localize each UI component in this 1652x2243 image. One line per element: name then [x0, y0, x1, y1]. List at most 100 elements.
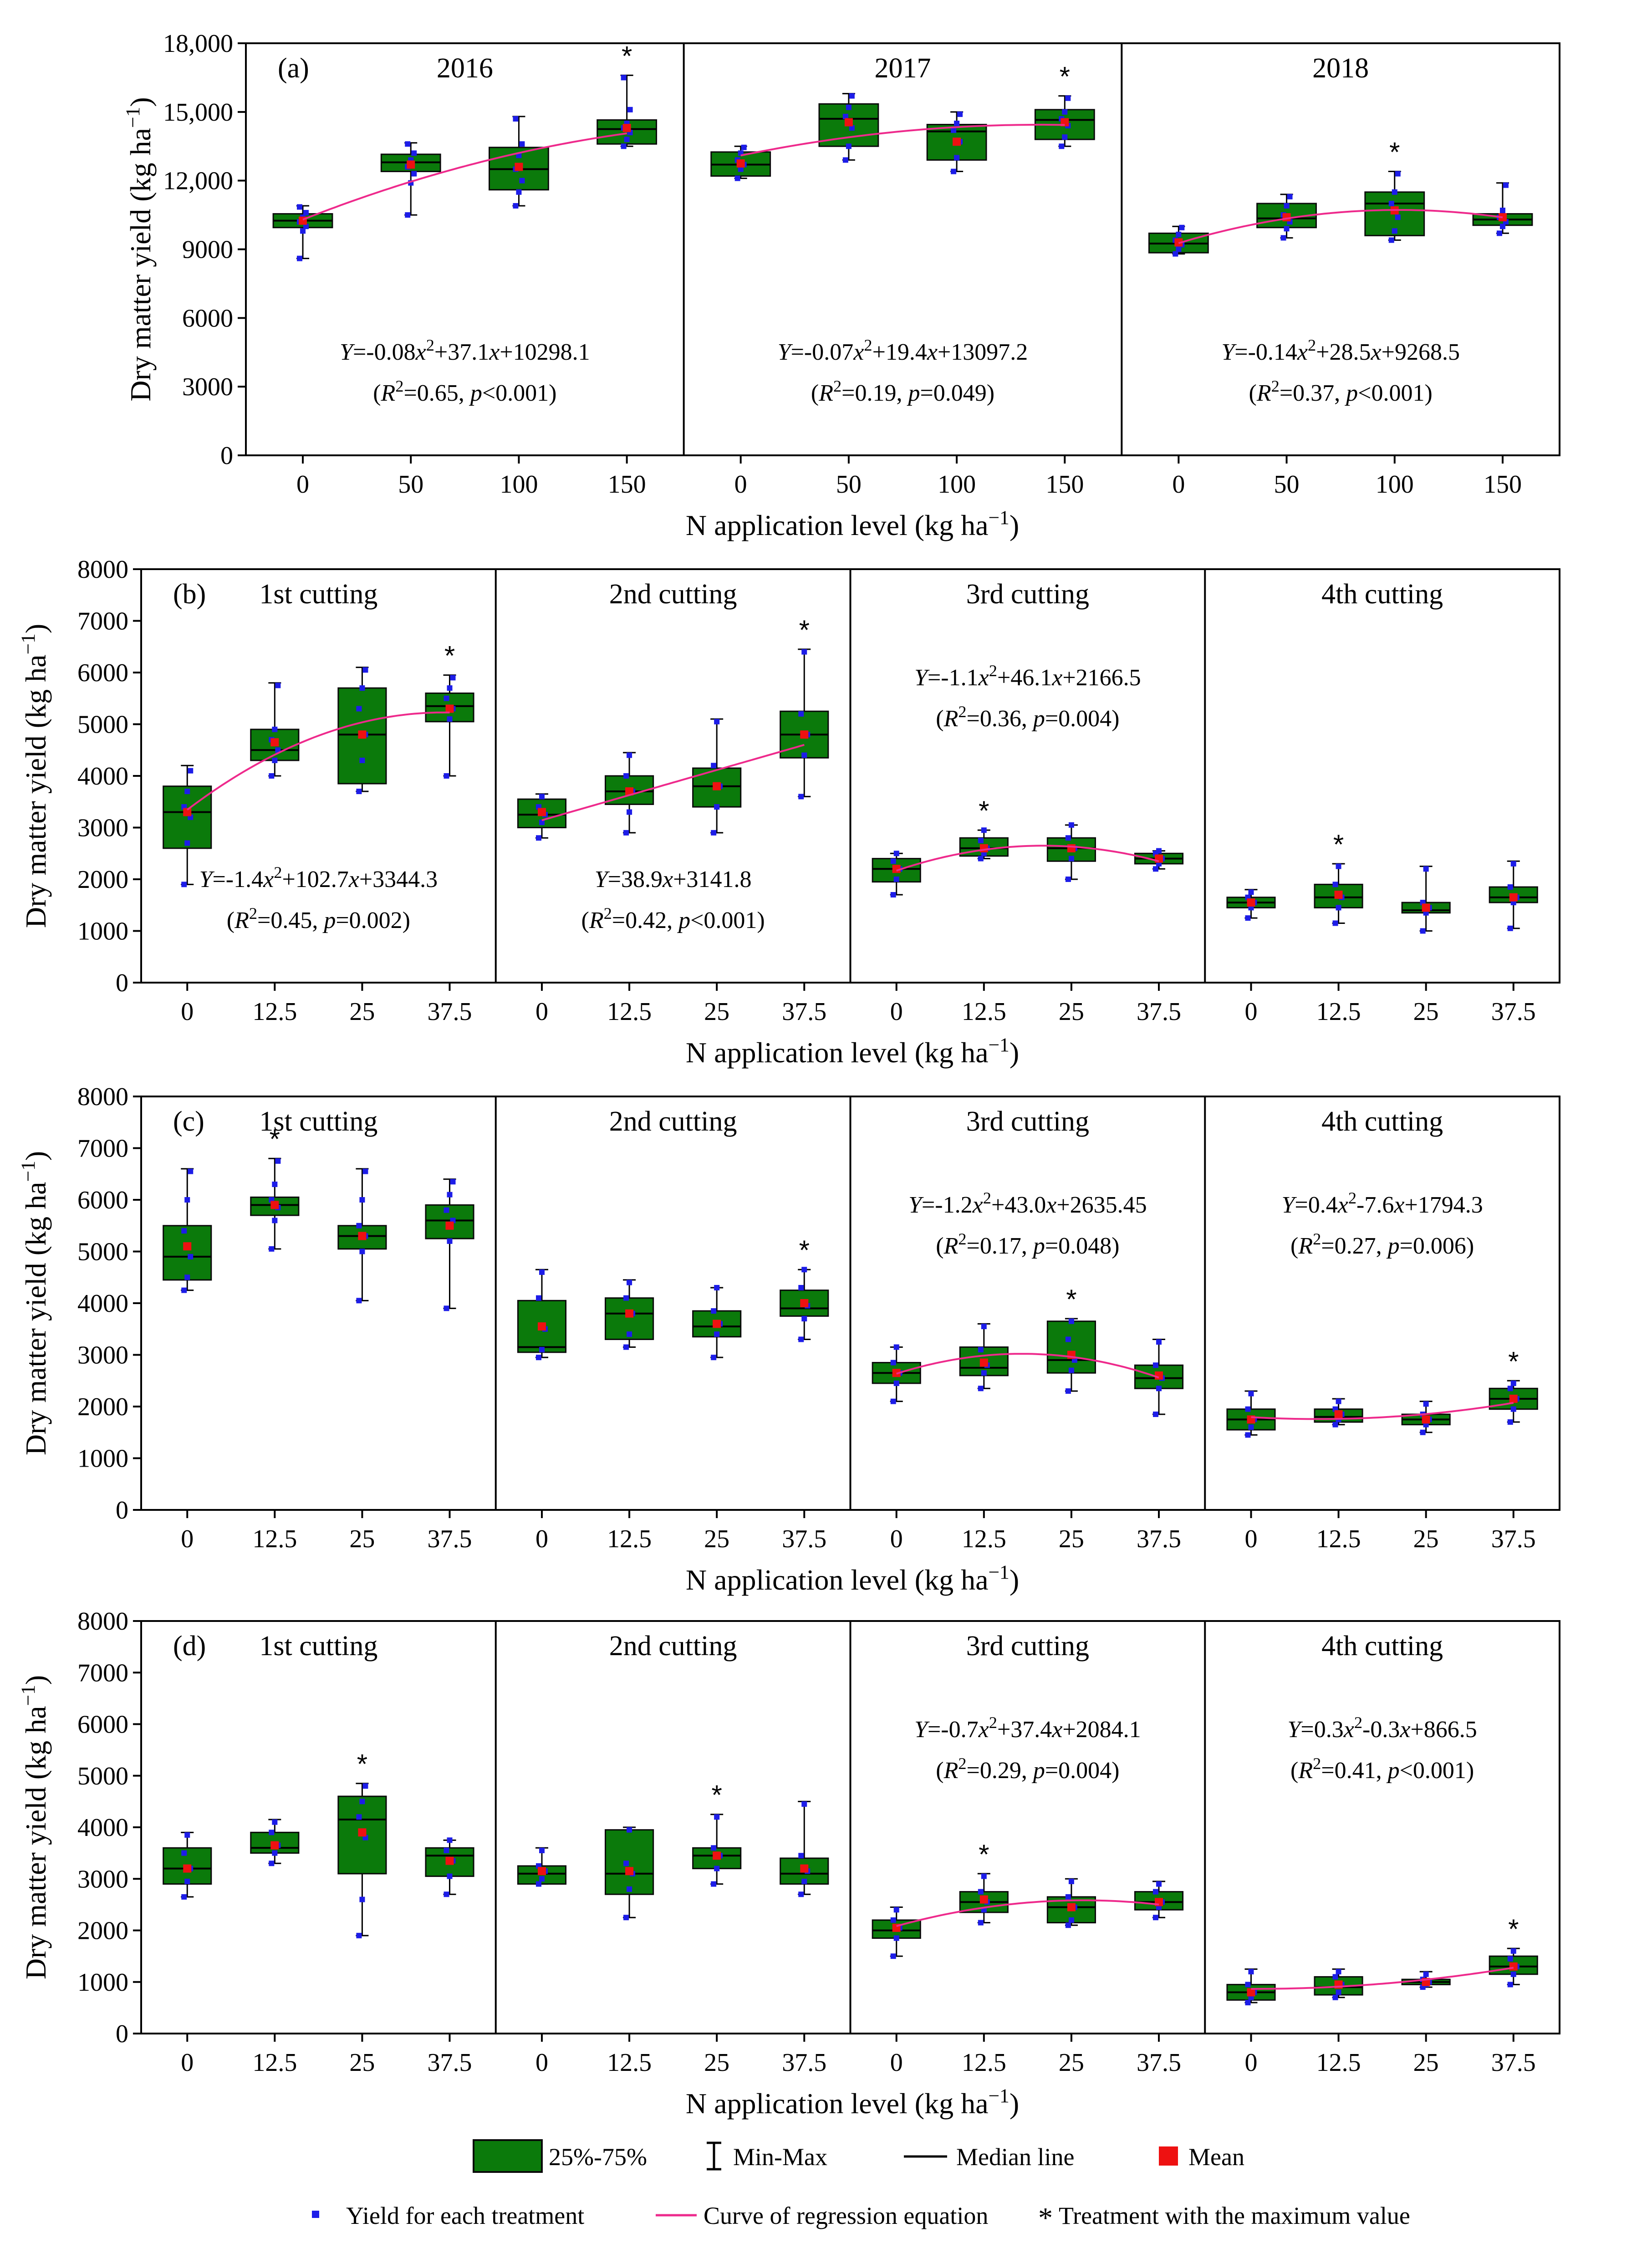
data-point [356, 1223, 362, 1229]
box-group [1226, 1390, 1276, 1438]
x-tick-label: 37.5 [428, 1525, 472, 1553]
data-point [272, 1218, 278, 1223]
max-star-marker: * [711, 1780, 722, 1810]
data-point [711, 1845, 717, 1851]
data-point [801, 1316, 807, 1322]
box-group: * [1364, 137, 1425, 243]
data-point [801, 1878, 807, 1884]
box-group [1256, 194, 1317, 241]
x-tick-label: 37.5 [1137, 998, 1181, 1026]
box-group: * [597, 41, 658, 149]
panel-3rd-cutting: 3rd cutting 0 12.5 25 37.5 * Y=-0.7x2+37.4x+20… [872, 1631, 1184, 2077]
regression-stats: (R2=0.17, p=0.048) [936, 1230, 1119, 1259]
x-tick-label: 25 [704, 1525, 729, 1553]
panel-title: 4th cutting [1321, 579, 1443, 610]
data-point [269, 1246, 275, 1252]
data-point [801, 1267, 807, 1273]
x-tick-label: 0 [181, 1525, 194, 1553]
panel-title: 2018 [1312, 53, 1369, 84]
regression-equation: Y=38.9x+3141.8 [595, 867, 752, 892]
data-point [842, 113, 848, 119]
data-point [1332, 1422, 1338, 1427]
data-point [184, 789, 190, 795]
mean-marker [1334, 1410, 1343, 1419]
data-point [1420, 928, 1426, 934]
data-point [711, 830, 717, 836]
data-point [1510, 1971, 1516, 1977]
y-tick-label: 0 [116, 2020, 128, 2048]
mean-marker [979, 1895, 988, 1904]
data-point [1388, 200, 1394, 206]
max-star-marker: * [1333, 829, 1344, 860]
x-tick-label: 50 [1274, 470, 1300, 499]
x-axis-label: N application level (kg ha−1) [686, 2085, 1019, 2120]
x-tick-label: 0 [296, 470, 309, 499]
box-group: * [1314, 829, 1363, 926]
x-tick-label: 12.5 [252, 998, 297, 1026]
data-point [303, 224, 309, 229]
x-tick-label: 0 [1244, 2049, 1257, 2077]
panel-title: 3rd cutting [966, 579, 1089, 610]
mean-marker [445, 704, 454, 713]
data-point [1245, 1406, 1251, 1412]
data-point [978, 837, 984, 843]
x-tick-label: 50 [836, 470, 862, 499]
data-point [627, 1280, 632, 1285]
mean-marker [537, 1867, 546, 1876]
y-tick-label: 1000 [77, 918, 128, 946]
data-point [623, 830, 629, 836]
mean-marker [1155, 1371, 1163, 1380]
x-tick-label: 150 [1045, 470, 1084, 499]
data-point [981, 1370, 987, 1376]
data-point [444, 1305, 449, 1311]
data-point [951, 127, 957, 133]
data-point [981, 1324, 987, 1330]
data-point [1423, 866, 1429, 872]
panel-4th-cutting: 4th cutting 0 12.5 25 37.5 * Y=0.3x2-0.3x+866.… [1226, 1631, 1538, 2077]
data-point [405, 212, 411, 218]
data-point [1065, 1336, 1071, 1342]
regression-stats: (R2=0.29, p=0.004) [936, 1754, 1119, 1784]
max-star-marker: * [799, 615, 810, 645]
box-group: * [1489, 1914, 1538, 1988]
max-star-marker: * [1060, 61, 1070, 92]
x-tick-label: 0 [1244, 1525, 1257, 1553]
data-point [1153, 1412, 1159, 1417]
mean-marker [800, 1864, 809, 1873]
data-point [890, 1360, 896, 1366]
data-point [890, 892, 896, 898]
legend-star-icon: * [1038, 2202, 1053, 2234]
box-group [163, 1168, 212, 1293]
x-tick-label: 150 [608, 470, 646, 499]
data-point [1284, 226, 1290, 232]
y-tick-label: 4000 [77, 762, 128, 790]
data-point [798, 1891, 804, 1897]
regression-curve [541, 744, 805, 821]
max-star-marker: * [799, 1235, 810, 1265]
box-group [517, 793, 567, 841]
x-tick-label: 12.5 [607, 2049, 652, 2077]
data-point [711, 1308, 717, 1314]
data-point [957, 111, 963, 117]
data-point [513, 116, 519, 122]
data-point [801, 649, 807, 655]
data-point [359, 685, 365, 691]
regression-equation: Y=-1.1x2+46.1x+2166.5 [914, 662, 1141, 691]
data-point [1284, 203, 1290, 209]
data-point [447, 1238, 453, 1244]
x-axis-label: N application level (kg ha−1) [686, 1034, 1019, 1069]
box-group [692, 718, 742, 836]
box-group: * [780, 615, 829, 800]
legend-mean-label: Mean [1188, 2143, 1244, 2171]
y-tick-label: 9000 [182, 236, 233, 264]
y-tick-label: 7000 [77, 607, 128, 636]
y-tick-label: 2000 [77, 866, 128, 894]
panel-4th-cutting: 4th cutting 0 12.5 25 37.5 * Y=0.4x2-7.6x+1794… [1226, 1106, 1538, 1553]
box-group [926, 111, 987, 174]
data-point [275, 747, 281, 753]
data-point [356, 1298, 362, 1304]
data-point [893, 1907, 899, 1913]
box-group [272, 204, 333, 261]
box-group: * [1034, 61, 1095, 149]
data-point [450, 675, 456, 681]
